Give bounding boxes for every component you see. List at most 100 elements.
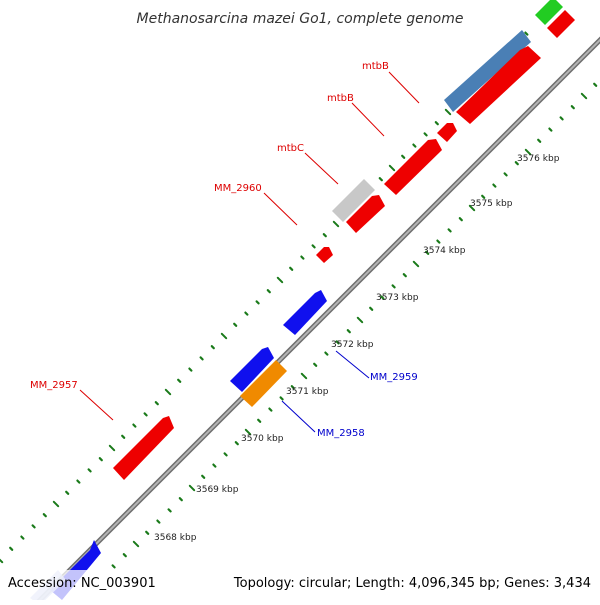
tick-labels: 3568 kbp 3569 kbp 3570 kbp 3571 kbp 3572… xyxy=(154,154,560,543)
minor-tick-mark xyxy=(324,351,329,356)
tick-tracks xyxy=(0,31,598,569)
gene-green[interactable] xyxy=(535,0,563,25)
minor-tick-mark xyxy=(380,295,385,300)
major-tick-mark xyxy=(332,220,340,228)
minor-tick-mark xyxy=(412,143,417,148)
minor-tick-mark xyxy=(300,255,305,260)
genome-backbone xyxy=(31,36,600,605)
gene-label-mtbB[interactable]: mtbB xyxy=(327,93,354,104)
minor-tick-mark xyxy=(290,385,295,390)
minor-tick-mark xyxy=(143,412,148,417)
gene-mtbC[interactable] xyxy=(384,139,442,195)
major-tick-mark xyxy=(188,484,196,492)
gene-grey[interactable] xyxy=(332,179,375,222)
minor-tick-mark xyxy=(257,418,262,423)
tick-label: 3572 kbp xyxy=(331,340,374,350)
major-tick-mark xyxy=(580,92,588,100)
minor-tick-mark xyxy=(391,284,396,289)
minor-tick-mark xyxy=(458,217,463,222)
major-tick-mark xyxy=(444,108,452,116)
minor-tick-mark xyxy=(201,474,206,479)
gene-steelblue[interactable] xyxy=(444,30,531,112)
gene-red-small[interactable] xyxy=(437,123,457,142)
tick-label: 3568 kbp xyxy=(154,533,197,543)
major-tick-mark xyxy=(468,204,476,212)
minor-tick-mark xyxy=(244,311,249,316)
reverse-strand xyxy=(30,290,327,605)
major-tick-mark xyxy=(356,316,364,324)
minor-tick-mark xyxy=(423,132,428,137)
footer-background xyxy=(0,570,600,600)
tick-label: 3576 kbp xyxy=(517,154,560,164)
minor-tick-mark xyxy=(132,423,137,428)
minor-tick-mark xyxy=(289,266,294,271)
tick-label: 3570 kbp xyxy=(241,434,284,444)
minor-tick-mark xyxy=(436,239,441,244)
minor-tick-mark xyxy=(42,513,47,518)
tick-label: 3573 kbp xyxy=(376,293,419,303)
minor-tick-mark xyxy=(503,172,508,177)
gene-red-top[interactable] xyxy=(547,10,575,38)
gene-MM_2957[interactable] xyxy=(113,416,174,480)
gene-red-long[interactable] xyxy=(456,46,541,124)
minor-tick-mark xyxy=(156,519,161,524)
major-tick-mark xyxy=(220,332,228,340)
gene-label-MM_2960[interactable]: MM_2960 xyxy=(214,183,262,194)
gene-label-MM_2957[interactable]: MM_2957 xyxy=(30,380,78,391)
major-tick-mark xyxy=(164,388,172,396)
minor-tick-mark xyxy=(234,441,239,446)
genome-summary-text: Topology: circular; Length: 4,096,345 bp… xyxy=(233,576,591,591)
gene-red-tiny[interactable] xyxy=(316,247,333,263)
gene-label-mtbC[interactable]: mtbC xyxy=(277,143,304,154)
minor-tick-mark xyxy=(266,289,271,294)
major-tick-mark xyxy=(388,164,396,172)
major-tick-mark xyxy=(276,276,284,284)
minor-tick-mark xyxy=(177,378,182,383)
minor-tick-mark xyxy=(313,362,318,367)
minor-tick-mark xyxy=(514,161,519,166)
tick-label: 3569 kbp xyxy=(196,485,239,495)
minor-tick-mark xyxy=(223,452,228,457)
gene-MM_2960[interactable] xyxy=(346,195,385,233)
minor-tick-mark xyxy=(121,434,126,439)
tick-label: 3575 kbp xyxy=(470,199,513,209)
minor-tick-mark xyxy=(593,82,598,87)
tick-label: 3574 kbp xyxy=(423,246,466,256)
major-tick-mark xyxy=(52,500,60,508)
gene-labels: mtbB mtbB mtbC MM_2960 MM_2957 MM_2959 M… xyxy=(30,61,418,439)
minor-tick-mark xyxy=(9,546,14,551)
minor-tick-mark xyxy=(346,329,351,334)
minor-tick-mark xyxy=(87,468,92,473)
gene-label-mtbB[interactable]: mtbB xyxy=(362,61,389,72)
minor-tick-mark xyxy=(210,345,215,350)
minor-tick-mark xyxy=(122,553,127,558)
minor-tick-mark xyxy=(401,154,406,159)
gene-label-MM_2958[interactable]: MM_2958 xyxy=(317,428,365,439)
minor-tick-mark xyxy=(76,479,81,484)
gene-label-MM_2959[interactable]: MM_2959 xyxy=(370,372,418,383)
major-tick-mark xyxy=(412,260,420,268)
minor-tick-mark xyxy=(111,564,116,569)
minor-tick-mark xyxy=(425,250,430,255)
minor-tick-mark xyxy=(434,121,439,126)
gene-MM_2959[interactable] xyxy=(283,290,327,335)
major-tick-mark xyxy=(132,540,140,548)
gene-MM_2958[interactable] xyxy=(240,360,287,407)
minor-tick-mark xyxy=(268,407,273,412)
minor-tick-mark xyxy=(402,273,407,278)
minor-tick-mark xyxy=(199,356,204,361)
minor-tick-mark xyxy=(311,244,316,249)
major-tick-mark xyxy=(0,558,4,564)
gene-blue-mid[interactable] xyxy=(230,347,274,392)
minor-tick-mark xyxy=(31,524,36,529)
minor-tick-mark xyxy=(98,457,103,462)
minor-tick-mark xyxy=(548,127,553,132)
minor-tick-mark xyxy=(447,228,452,233)
map-title: Methanosarcina mazei Go1, complete genom… xyxy=(137,11,464,27)
minor-tick-mark xyxy=(233,322,238,327)
minor-tick-mark xyxy=(335,340,340,345)
major-tick-mark xyxy=(300,372,308,380)
minor-tick-mark xyxy=(65,490,70,495)
